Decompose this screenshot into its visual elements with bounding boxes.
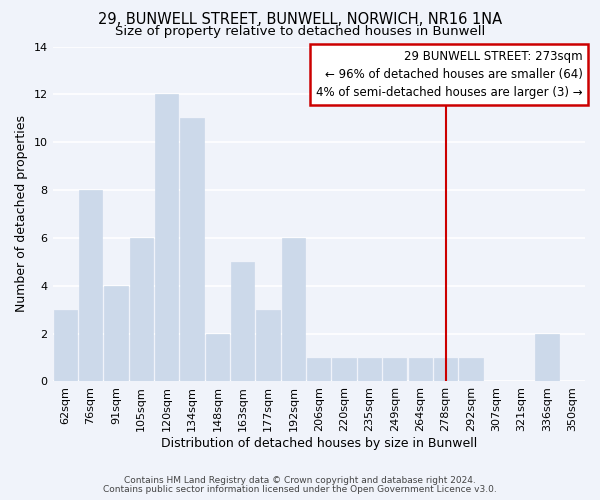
X-axis label: Distribution of detached houses by size in Bunwell: Distribution of detached houses by size … [161, 437, 477, 450]
Text: Contains public sector information licensed under the Open Government Licence v3: Contains public sector information licen… [103, 485, 497, 494]
Bar [53, 310, 77, 382]
Bar [104, 286, 128, 382]
Text: Size of property relative to detached houses in Bunwell: Size of property relative to detached ho… [115, 25, 485, 38]
Bar [332, 358, 356, 382]
Bar [181, 118, 203, 382]
Text: 29, BUNWELL STREET, BUNWELL, NORWICH, NR16 1NA: 29, BUNWELL STREET, BUNWELL, NORWICH, NR… [98, 12, 502, 28]
Text: 29 BUNWELL STREET: 273sqm
← 96% of detached houses are smaller (64)
4% of semi-d: 29 BUNWELL STREET: 273sqm ← 96% of detac… [316, 50, 583, 99]
Bar [155, 94, 178, 382]
Bar [434, 358, 457, 382]
Bar [307, 358, 331, 382]
Bar [79, 190, 102, 382]
Bar [459, 358, 482, 382]
Bar [358, 358, 381, 382]
Text: Contains HM Land Registry data © Crown copyright and database right 2024.: Contains HM Land Registry data © Crown c… [124, 476, 476, 485]
Bar [231, 262, 254, 382]
Bar [206, 334, 229, 382]
Bar [409, 358, 432, 382]
Bar [282, 238, 305, 382]
Bar [383, 358, 406, 382]
Y-axis label: Number of detached properties: Number of detached properties [15, 116, 28, 312]
Bar [256, 310, 280, 382]
Bar [130, 238, 153, 382]
Bar [535, 334, 559, 382]
